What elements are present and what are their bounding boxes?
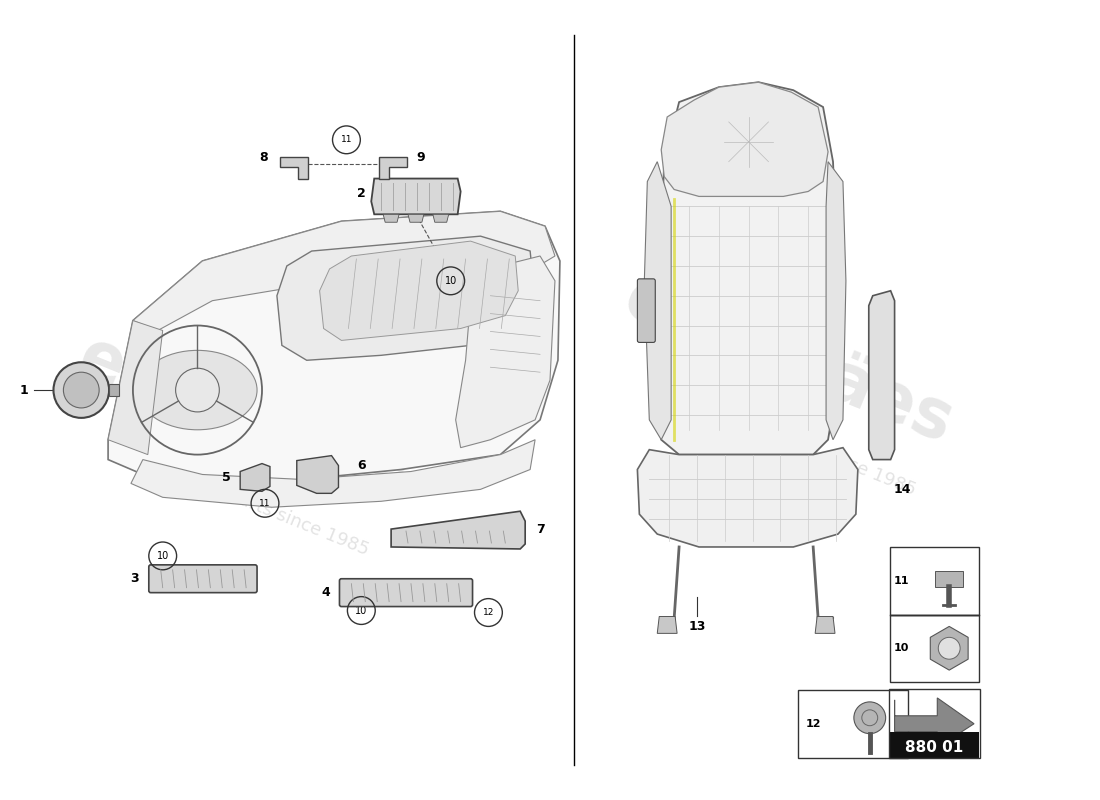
FancyBboxPatch shape [148,565,257,593]
Text: 3: 3 [131,572,140,586]
Polygon shape [240,463,270,491]
Circle shape [54,362,109,418]
Circle shape [854,702,886,734]
Text: 10: 10 [156,551,168,561]
Text: europäes: europäes [614,264,962,457]
Polygon shape [109,384,119,396]
Polygon shape [279,157,308,178]
Text: 6: 6 [358,459,365,472]
Text: 10: 10 [444,276,456,286]
Polygon shape [108,321,163,454]
Text: 7: 7 [536,522,544,535]
Text: 12: 12 [805,718,821,729]
Polygon shape [661,82,828,197]
Text: 880 01: 880 01 [905,740,964,755]
Text: 13: 13 [689,620,706,633]
Text: 9: 9 [417,151,426,164]
Polygon shape [658,82,838,454]
Text: 1: 1 [20,383,29,397]
Circle shape [938,638,960,659]
Text: 11: 11 [341,135,352,144]
Polygon shape [645,162,671,440]
Polygon shape [392,511,525,549]
Text: a passion for parts since 1985: a passion for parts since 1985 [112,440,372,558]
FancyBboxPatch shape [637,279,656,342]
Polygon shape [658,617,678,634]
Polygon shape [372,178,461,214]
Text: 11: 11 [260,498,271,508]
Polygon shape [894,698,974,747]
Text: 10: 10 [894,643,910,654]
Text: 8: 8 [260,151,268,164]
Polygon shape [131,440,535,507]
Text: 4: 4 [321,586,330,599]
Polygon shape [133,211,556,330]
Polygon shape [320,241,518,341]
Ellipse shape [138,350,257,430]
Text: 10: 10 [355,606,367,615]
Text: a passion for parts since 1985: a passion for parts since 1985 [659,380,918,499]
Polygon shape [455,256,556,448]
Polygon shape [108,211,560,490]
Polygon shape [379,157,407,178]
Polygon shape [931,626,968,670]
Polygon shape [826,162,846,440]
Text: 11: 11 [894,576,910,586]
Circle shape [176,368,219,412]
Text: 12: 12 [483,608,494,617]
Polygon shape [297,456,339,494]
Circle shape [64,372,99,408]
Polygon shape [637,448,858,547]
Polygon shape [432,214,449,222]
Text: 2: 2 [356,187,365,200]
Text: 5: 5 [222,471,231,484]
Polygon shape [277,236,535,360]
Polygon shape [408,214,424,222]
Polygon shape [383,214,399,222]
Text: 14: 14 [894,483,911,496]
FancyBboxPatch shape [340,578,473,606]
FancyBboxPatch shape [890,732,979,758]
Polygon shape [935,571,964,586]
Text: europäes: europäes [68,324,417,516]
Polygon shape [815,617,835,634]
Polygon shape [869,290,894,459]
